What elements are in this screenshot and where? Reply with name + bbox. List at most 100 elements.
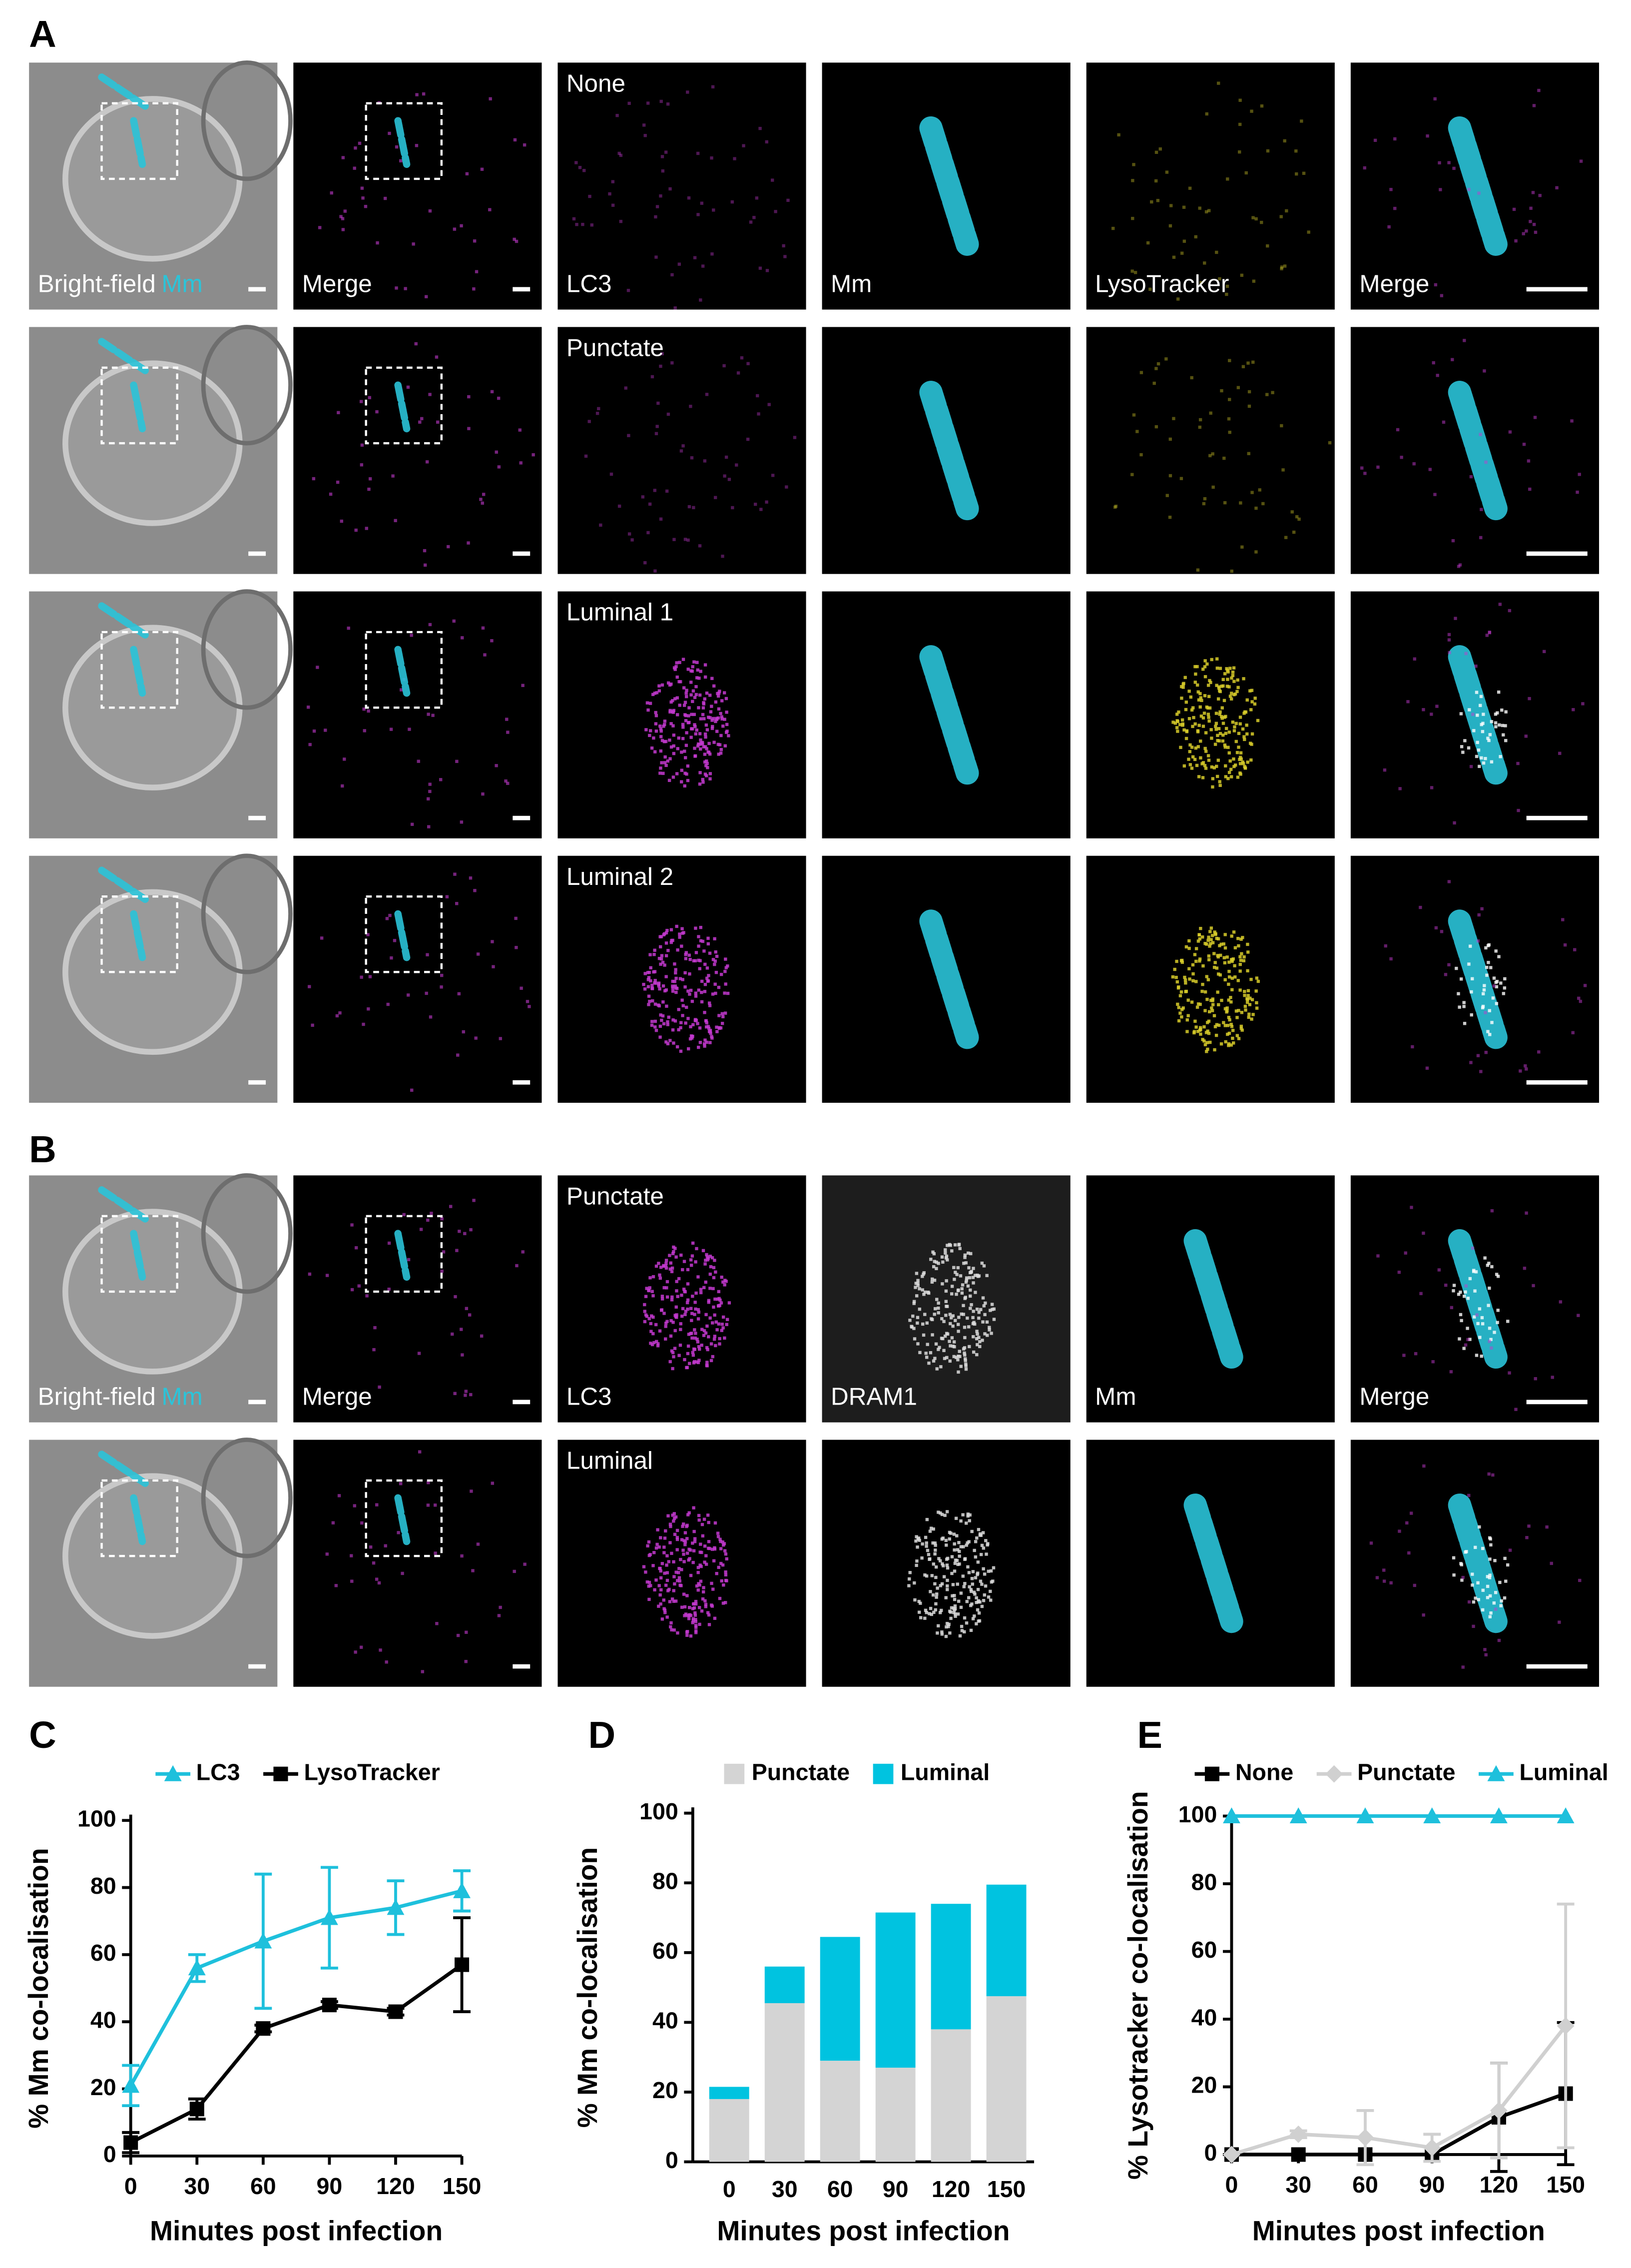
pixel <box>1290 510 1294 514</box>
pixel <box>1239 937 1243 941</box>
pixel <box>1451 358 1454 361</box>
pixel <box>671 1513 674 1517</box>
pixel <box>1132 163 1135 166</box>
pixel <box>675 1548 679 1551</box>
pixel <box>697 1345 701 1349</box>
pixel <box>963 1253 967 1257</box>
pixel <box>702 1517 706 1521</box>
pixel <box>677 1028 680 1032</box>
pixel <box>675 924 678 928</box>
pixel <box>1220 998 1223 1002</box>
pixel <box>1176 730 1179 733</box>
pixel <box>736 371 740 375</box>
pixel <box>1203 665 1207 669</box>
pixel <box>712 208 715 212</box>
pixel <box>648 502 652 506</box>
pixel <box>691 1560 695 1564</box>
pixel <box>442 1250 446 1254</box>
pixel <box>397 1531 400 1534</box>
pixel <box>1467 746 1471 750</box>
pixel <box>701 939 705 943</box>
pixel <box>1196 730 1200 734</box>
pixel <box>645 1287 648 1290</box>
pixel <box>691 700 694 703</box>
pixel <box>347 626 350 630</box>
pixel <box>429 1015 433 1019</box>
pixel <box>470 1490 473 1493</box>
pixel <box>1482 988 1486 992</box>
pixel <box>528 1005 531 1008</box>
pixel <box>718 690 721 693</box>
pixel <box>364 205 368 208</box>
pixel <box>1576 490 1579 494</box>
pixel <box>1249 708 1253 712</box>
pixel <box>983 1313 987 1317</box>
pixel <box>977 1527 981 1531</box>
pixel <box>990 1580 994 1584</box>
pixel <box>1472 1624 1475 1628</box>
pixel <box>720 1579 723 1583</box>
pixel <box>665 1578 669 1582</box>
pixel <box>1227 751 1231 755</box>
pixel <box>975 1536 979 1540</box>
pixel <box>1494 725 1498 729</box>
pixel <box>1205 112 1208 116</box>
pixel <box>617 504 621 508</box>
pixel <box>1532 222 1536 226</box>
pixel <box>953 1597 957 1601</box>
pixel <box>1173 722 1177 725</box>
pixel <box>1479 433 1482 436</box>
pixel <box>1487 1304 1490 1307</box>
pixel <box>659 1588 663 1591</box>
pixel <box>955 1293 958 1296</box>
pixel <box>704 735 707 739</box>
pixel <box>1495 1273 1499 1276</box>
pixel <box>642 123 646 127</box>
pixel <box>677 1571 680 1574</box>
pixel <box>1230 569 1234 573</box>
pixel <box>988 1328 991 1332</box>
pixel <box>683 1531 687 1534</box>
pixel <box>1139 453 1143 457</box>
pixel <box>655 1542 659 1546</box>
pixel <box>1486 1030 1490 1033</box>
pixel <box>675 1280 678 1283</box>
pixel <box>581 222 584 226</box>
bacterium <box>1183 1229 1243 1369</box>
pixel <box>966 1512 970 1516</box>
pixel <box>724 966 728 969</box>
pixel <box>1187 757 1190 761</box>
pixel <box>354 528 358 532</box>
pixel <box>497 396 501 400</box>
pixel <box>1514 1408 1518 1411</box>
pixel <box>1194 746 1197 750</box>
pixel <box>982 1599 986 1602</box>
x-tick-label: 0 <box>723 2176 736 2202</box>
pixel <box>716 694 720 698</box>
pixel <box>697 1045 700 1049</box>
pixel <box>1215 667 1219 670</box>
pixel <box>1217 727 1221 731</box>
pixel <box>660 954 664 957</box>
marker <box>387 1899 405 1915</box>
pixel <box>665 1563 668 1567</box>
pixel <box>1488 1594 1492 1598</box>
pixel <box>1488 733 1492 737</box>
pixel <box>715 730 719 733</box>
pixel <box>653 979 657 982</box>
pixel <box>574 161 578 164</box>
pixel <box>521 684 525 688</box>
pixel <box>701 713 705 717</box>
pixel <box>914 1539 918 1543</box>
pixel <box>757 412 760 416</box>
pixel <box>1187 690 1191 693</box>
pixel <box>399 1482 403 1486</box>
pixel <box>1227 685 1231 689</box>
pixel <box>677 736 680 740</box>
pixel <box>1229 775 1233 778</box>
pixel <box>643 1320 647 1324</box>
pixel <box>700 990 703 994</box>
channel-label: Mm <box>831 270 872 298</box>
pixel <box>1494 1590 1498 1594</box>
pixel <box>1148 287 1152 291</box>
